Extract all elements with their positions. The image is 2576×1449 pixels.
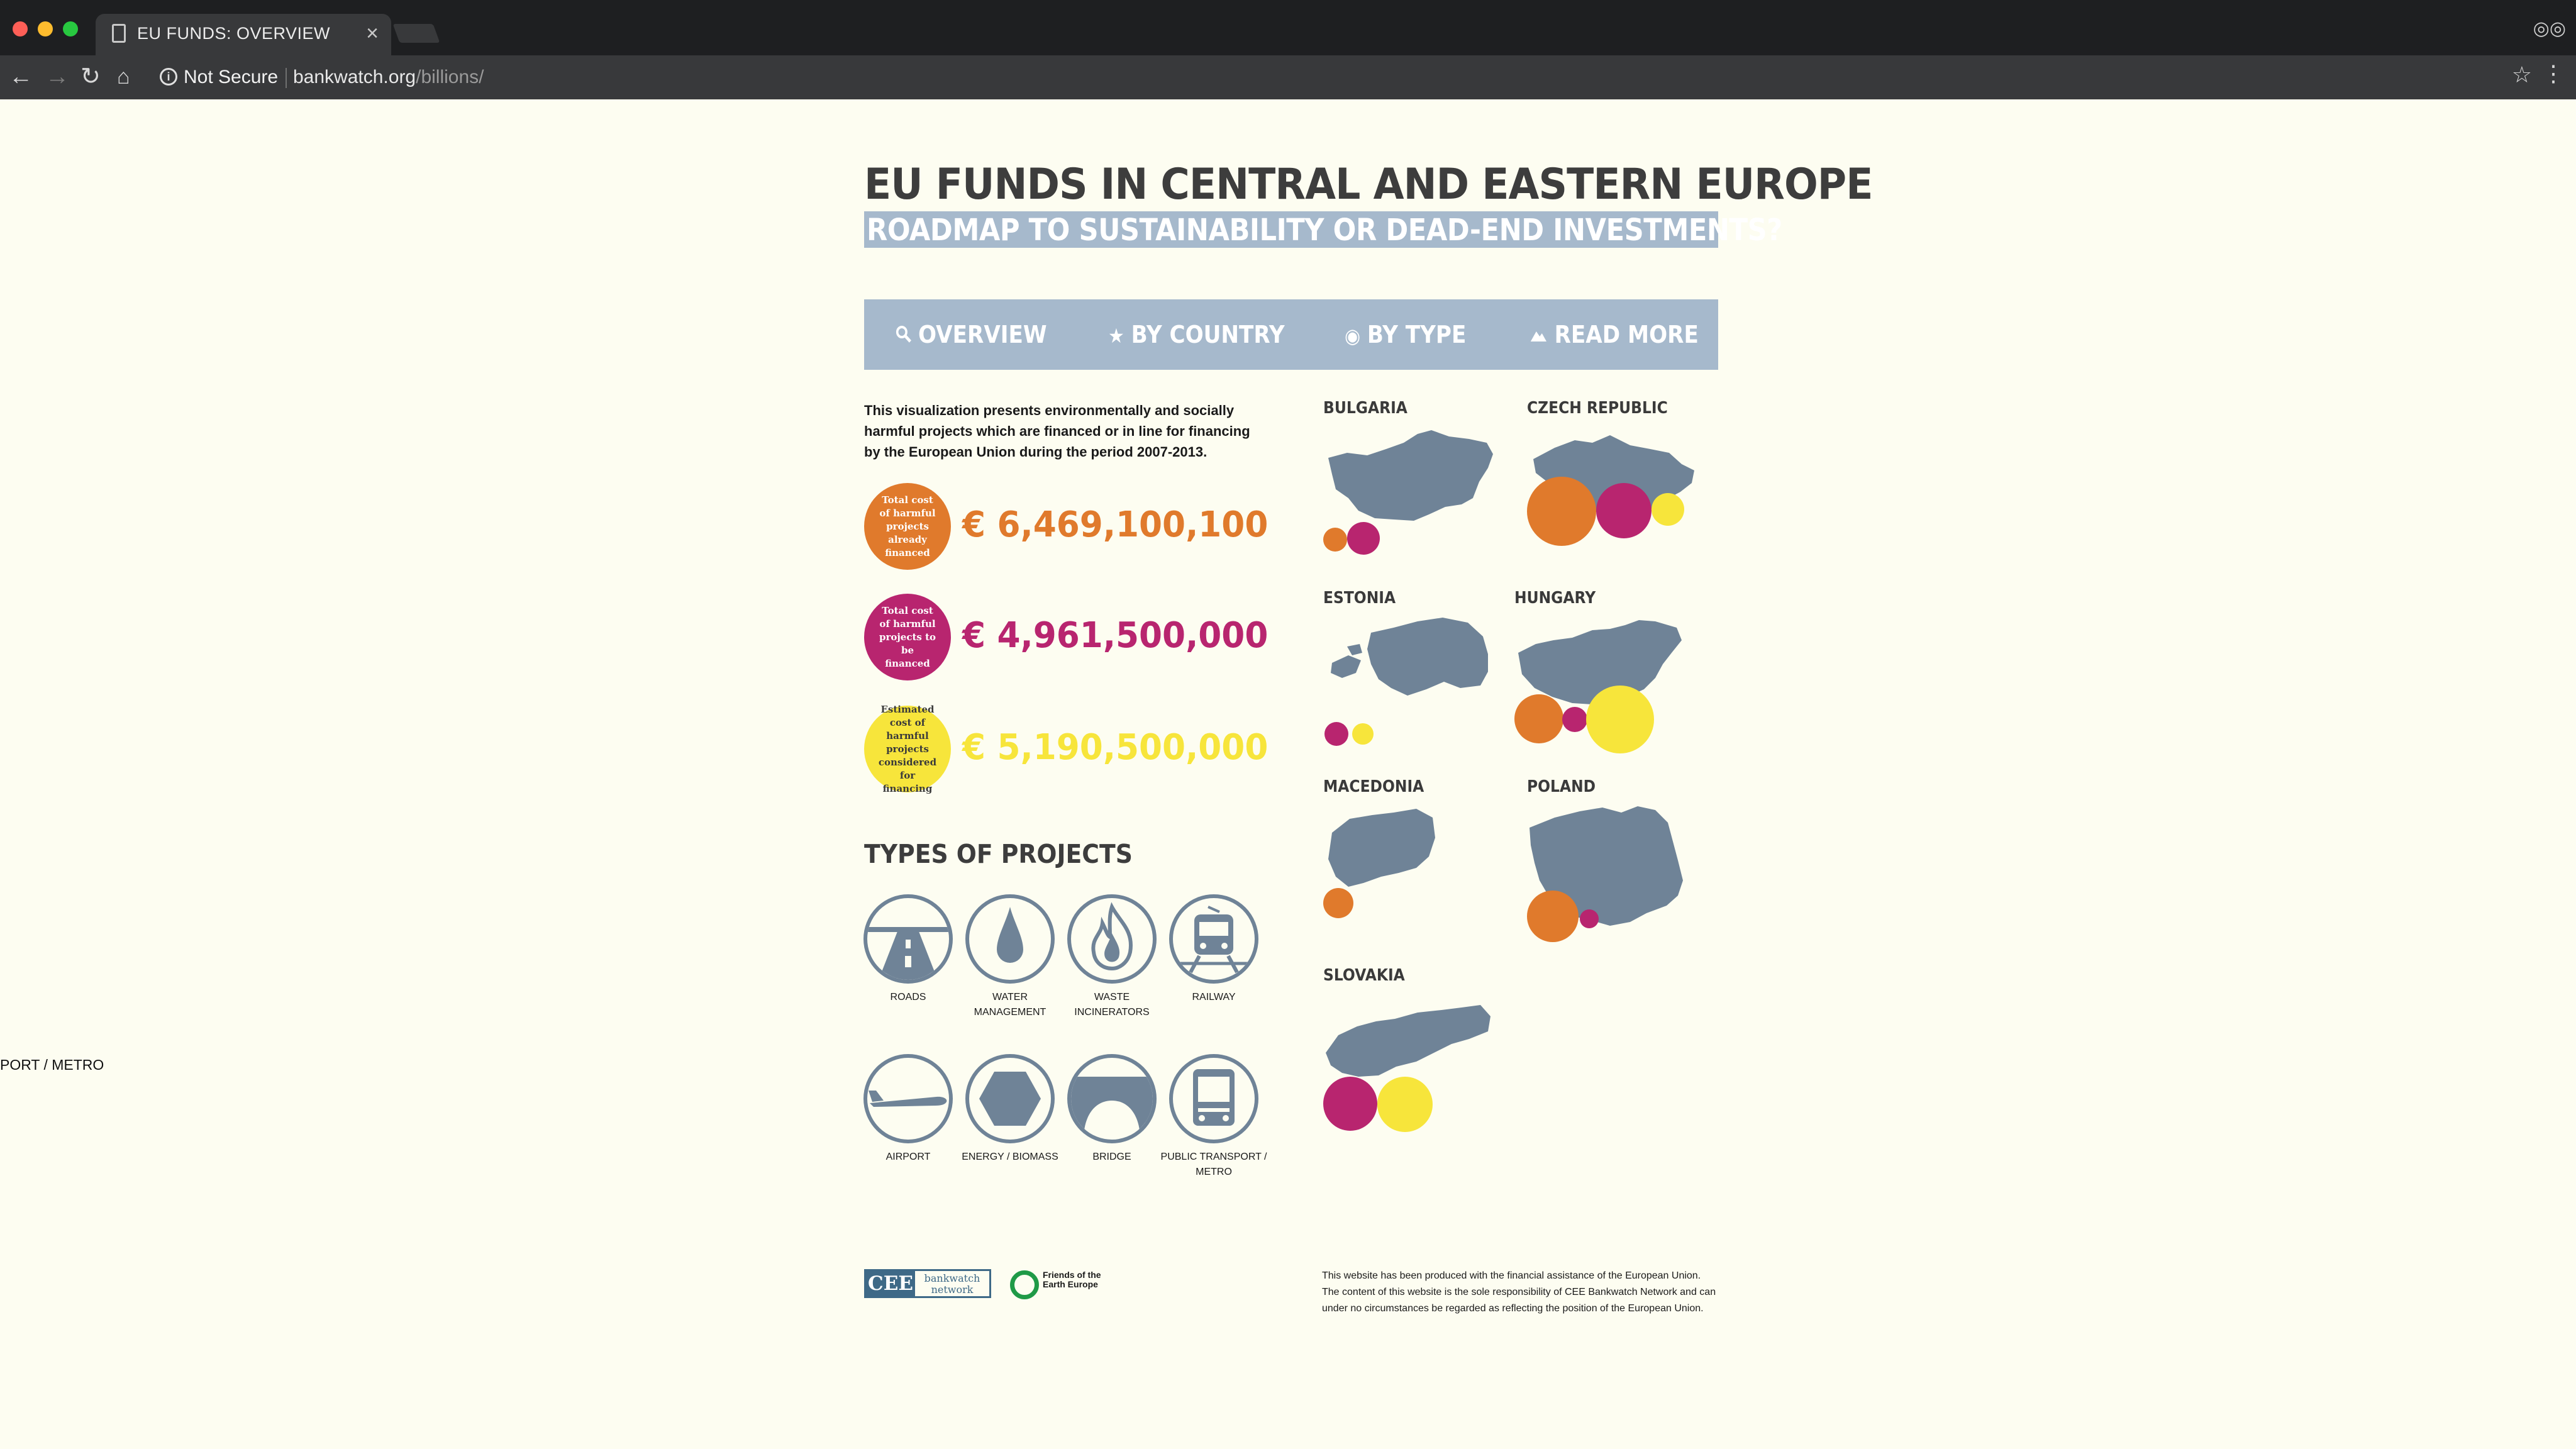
slovakia-map bbox=[1326, 1005, 1491, 1077]
close-tab-icon[interactable]: × bbox=[366, 21, 379, 45]
foe-ring-icon bbox=[1010, 1270, 1039, 1299]
star-icon: ★ bbox=[1108, 324, 1124, 348]
country-slovakia[interactable]: SLOVAKIA bbox=[1323, 966, 1524, 1142]
home-icon[interactable]: ⌂ bbox=[117, 65, 130, 89]
bubble-financed bbox=[1527, 477, 1596, 546]
document-icon bbox=[112, 24, 126, 43]
page-subtitle: ROADMAP TO SUSTAINABILITY OR DEAD-END IN… bbox=[867, 213, 1782, 248]
airplane-icon bbox=[863, 1054, 953, 1143]
country-estonia[interactable]: ESTONIA bbox=[1323, 589, 1512, 752]
type-bridge[interactable]: BRIDGE bbox=[1058, 1054, 1165, 1165]
bubble-to-be-financed bbox=[1347, 522, 1380, 555]
minimize-window-button[interactable] bbox=[38, 21, 53, 36]
mountain-icon bbox=[1530, 324, 1548, 348]
divider bbox=[286, 68, 287, 88]
search-icon bbox=[896, 324, 911, 348]
nav-overview[interactable]: OVERVIEW bbox=[896, 321, 1047, 348]
browser-toolbar: ← → ↻ ⌂ i Not Secure bankwatch.org/billi… bbox=[0, 55, 2576, 99]
back-arrow-icon[interactable]: ← bbox=[9, 64, 33, 90]
fund-to-be-financed: Total cost of harmful projects to be fin… bbox=[864, 594, 1493, 682]
type-energy-biomass[interactable]: ENERGY / BIOMASS bbox=[957, 1054, 1063, 1165]
country-poland[interactable]: POLAND bbox=[1527, 777, 1728, 942]
bubble-financed bbox=[1323, 888, 1353, 918]
estonia-map bbox=[1331, 618, 1488, 696]
fund-financed: Total cost of harmful projects already f… bbox=[864, 483, 1493, 571]
main-nav: OVERVIEW ★ BY COUNTRY ◉ BY TYPE READ MORE bbox=[864, 299, 1718, 370]
fund-badge: Total cost of harmful projects to be fin… bbox=[864, 594, 951, 680]
bubble-financed bbox=[1527, 891, 1579, 942]
country-czech-republic[interactable]: CZECH REPUBLIC bbox=[1527, 399, 1728, 562]
fund-amount: € 5,190,500,000 bbox=[962, 727, 1269, 768]
bubble-considered bbox=[1352, 723, 1374, 745]
bulgaria-map bbox=[1328, 430, 1493, 521]
bubble-to-be-financed bbox=[1562, 707, 1587, 732]
browser-tab[interactable]: EU FUNDS: OVERVIEW × bbox=[96, 14, 391, 55]
hungary-map bbox=[1518, 620, 1682, 704]
bubble-to-be-financed bbox=[1580, 909, 1599, 928]
info-icon[interactable]: i bbox=[160, 68, 177, 86]
friends-of-earth-logo[interactable]: Friends of the Earth Europe bbox=[1010, 1269, 1111, 1302]
intro-text: This visualization presents environmenta… bbox=[864, 402, 1250, 460]
bubble-to-be-financed bbox=[1324, 722, 1348, 746]
bubble-to-be-financed bbox=[1323, 1077, 1377, 1131]
type-railway[interactable]: RAILWAY bbox=[1160, 894, 1267, 1005]
train-icon bbox=[1169, 894, 1258, 984]
target-icon: ◉ bbox=[1345, 324, 1361, 348]
bridge-icon bbox=[1067, 1054, 1157, 1143]
country-hungary[interactable]: HUNGARY bbox=[1514, 589, 1716, 758]
bubble-considered bbox=[1652, 493, 1684, 526]
menu-dots-icon[interactable]: ⋮ bbox=[2542, 60, 2565, 86]
subtitle-bar bbox=[864, 211, 1718, 248]
fund-amount: € 4,961,500,000 bbox=[962, 615, 1269, 656]
forward-arrow-icon[interactable]: → bbox=[45, 64, 69, 90]
close-window-button[interactable] bbox=[13, 21, 28, 36]
bus-icon bbox=[1169, 1054, 1258, 1143]
type-roads[interactable]: ROADS bbox=[855, 894, 962, 1005]
type-public-transport[interactable]: PUBLIC TRANSPORT / METRO bbox=[1160, 1054, 1267, 1180]
flame-icon bbox=[1067, 894, 1157, 984]
hexagon-icon bbox=[965, 1054, 1055, 1143]
security-label[interactable]: Not Secure bbox=[184, 67, 279, 87]
reload-icon[interactable]: ↻ bbox=[80, 64, 101, 90]
types-title: TYPES OF PROJECTS bbox=[864, 839, 1133, 869]
bookmark-star-icon[interactable]: ☆ bbox=[2511, 62, 2532, 87]
country-macedonia[interactable]: MACEDONIA bbox=[1323, 777, 1512, 928]
new-tab-button[interactable] bbox=[392, 24, 440, 43]
maximize-window-button[interactable] bbox=[63, 21, 78, 36]
stray-label: PORT / METRO bbox=[0, 1057, 104, 1073]
type-water-management[interactable]: WATER MANAGEMENT bbox=[957, 894, 1063, 1020]
address-bar[interactable]: i Not Secure bankwatch.org/billions/ bbox=[155, 63, 2519, 93]
water-drop-icon bbox=[965, 894, 1055, 984]
nav-by-country[interactable]: ★ BY COUNTRY bbox=[1108, 321, 1285, 348]
profile-icon[interactable]: ◎◎ bbox=[2533, 18, 2566, 39]
bubble-considered bbox=[1377, 1077, 1433, 1132]
bubble-financed bbox=[1323, 528, 1347, 552]
bubble-to-be-financed bbox=[1596, 483, 1652, 538]
type-airport[interactable]: AIRPORT bbox=[855, 1054, 962, 1165]
browser-tab-bar: EU FUNDS: OVERVIEW × ◎◎ bbox=[0, 0, 2576, 55]
fund-considered: Estimated cost of harmful projects consi… bbox=[864, 704, 1493, 794]
url-text[interactable]: bankwatch.org/billions/ bbox=[293, 67, 484, 87]
fund-badge: Estimated cost of harmful projects consi… bbox=[864, 704, 951, 794]
bubble-financed bbox=[1514, 694, 1563, 743]
road-icon bbox=[863, 894, 953, 984]
fund-amount: € 6,469,100,100 bbox=[962, 504, 1269, 545]
cee-bankwatch-logo[interactable]: CEE bankwatch network bbox=[864, 1269, 991, 1298]
disclaimer-text: This website has been produced with the … bbox=[1322, 1270, 1716, 1314]
tab-title: EU FUNDS: OVERVIEW bbox=[137, 24, 331, 43]
nav-by-type[interactable]: ◉ BY TYPE bbox=[1345, 321, 1467, 348]
country-bulgaria[interactable]: BULGARIA bbox=[1323, 399, 1512, 562]
fund-badge: Total cost of harmful projects already f… bbox=[864, 483, 951, 570]
bubble-considered bbox=[1586, 686, 1654, 753]
type-waste-incinerators[interactable]: WASTE INCINERATORS bbox=[1058, 894, 1165, 1020]
macedonia-map bbox=[1328, 809, 1435, 887]
page-title: EU FUNDS IN CENTRAL AND EASTERN EUROPE bbox=[864, 160, 1873, 209]
nav-read-more[interactable]: READ MORE bbox=[1530, 321, 1699, 348]
